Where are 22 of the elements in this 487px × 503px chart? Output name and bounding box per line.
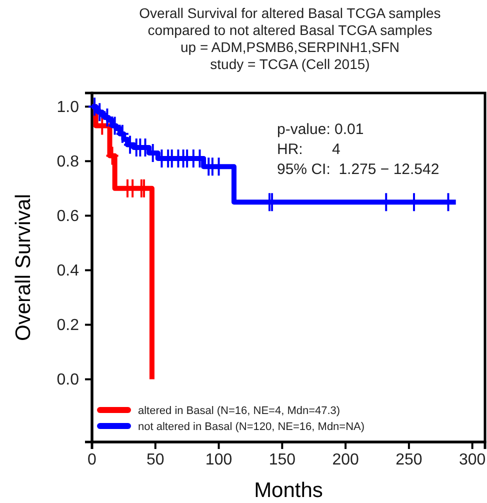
y-tick-label: 0.0 <box>56 371 80 388</box>
chart-title: Overall Survival for altered Basal TCGA samples compared to not altered Basal TCGA samples up = ADM,PSMB6,SERPINH1,SFN study = TCGA (Cell 2015) <box>139 5 441 72</box>
y-tick-label: 0.8 <box>56 153 80 170</box>
x-tick-label: 300 <box>458 451 486 468</box>
x-tick-label: 200 <box>332 451 359 468</box>
y-tick-label: 0.2 <box>56 316 80 334</box>
annotation: 95% CI: 1.275 − 12.542 <box>277 161 440 178</box>
y-tick-label: 0.4 <box>56 262 80 280</box>
x-axis-title: Months <box>254 479 323 502</box>
x-tick-label: 0 <box>88 451 97 468</box>
annotation: HR: 4 <box>277 141 340 158</box>
point <box>105 146 120 166</box>
x-tick-label: 250 <box>396 451 422 468</box>
x-tick-label: 100 <box>205 451 232 468</box>
x-tick-label: 50 <box>146 451 164 468</box>
y-tick-label: 0.6 <box>56 208 80 225</box>
legend-label: not altered in Basal (N=120, NE=16, Mdn=NA) <box>138 421 365 433</box>
y-axis-title: Overall Survival <box>12 194 35 342</box>
annotation: p-value: 0.01 <box>277 121 364 138</box>
y-tick-label: 1.0 <box>56 98 80 116</box>
legend-label: altered in Basal (N=16, NE=4, Mdn=47.3) <box>138 405 340 417</box>
x-tick-label: 150 <box>268 451 296 468</box>
